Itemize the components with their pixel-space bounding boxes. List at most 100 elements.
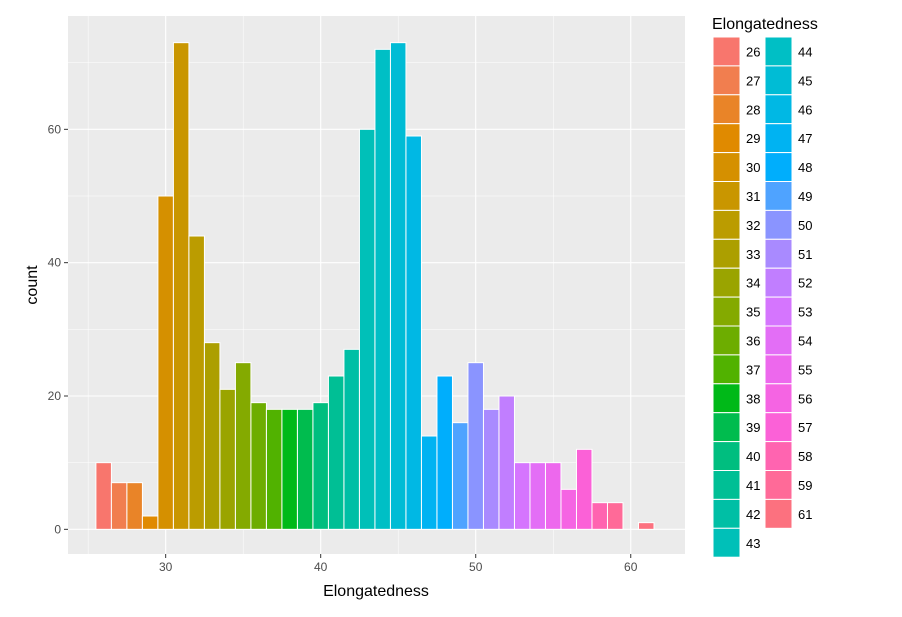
- legend-key-33: [712, 238, 741, 269]
- legend-key-38: [712, 383, 741, 414]
- bar-36: [250, 402, 267, 530]
- legend-label-49: 49: [798, 189, 812, 204]
- legend-label-57: 57: [798, 420, 812, 435]
- bar-58: [591, 502, 608, 530]
- bar-52: [498, 395, 515, 530]
- bar-27: [110, 482, 128, 530]
- bar-28: [126, 482, 143, 530]
- legend-key-35: [712, 296, 741, 327]
- legend-title: Elongatedness: [712, 16, 818, 33]
- legend-label-27: 27: [746, 73, 760, 88]
- legend-label-56: 56: [798, 391, 812, 406]
- bar-42: [343, 348, 360, 530]
- legend-key-55: [764, 354, 793, 385]
- legend-label-53: 53: [798, 305, 812, 320]
- legend-key-48: [764, 152, 793, 183]
- legend-key-51: [764, 238, 793, 269]
- legend: Elongatedness 26 27 28 29 30 31 32 33 34 35 36 37 38…: [712, 16, 818, 558]
- legend-label-40: 40: [746, 449, 760, 464]
- bar-34: [219, 388, 236, 530]
- legend-label-36: 36: [746, 333, 760, 348]
- legend-key-45: [764, 65, 793, 96]
- bar-31: [172, 42, 190, 530]
- legend-key-46: [764, 94, 793, 125]
- legend-label-45: 45: [798, 73, 812, 88]
- legend-label-44: 44: [798, 44, 812, 59]
- bar-57: [575, 448, 593, 530]
- legend-label-31: 31: [746, 189, 760, 204]
- bar-61: [637, 522, 655, 530]
- histogram-bars: [95, 42, 655, 530]
- legend-key-42: [712, 498, 741, 529]
- x-tick-label: 40: [314, 560, 328, 574]
- legend-label-48: 48: [798, 160, 812, 175]
- bar-51: [482, 408, 500, 530]
- legend-label-33: 33: [746, 247, 760, 262]
- bar-49: [451, 422, 469, 530]
- legend-label-47: 47: [798, 131, 812, 146]
- legend-label-61: 61: [798, 507, 812, 522]
- legend-label-28: 28: [746, 102, 760, 117]
- legend-key-29: [712, 123, 741, 154]
- x-tick-label: 60: [624, 560, 638, 574]
- legend-label-26: 26: [746, 44, 760, 59]
- bar-54: [529, 462, 546, 530]
- bar-56: [560, 488, 577, 530]
- bar-41: [327, 375, 345, 530]
- legend-label-59: 59: [798, 478, 812, 493]
- legend-key-27: [712, 65, 741, 96]
- y-tick-label: 0: [54, 522, 61, 536]
- legend-label-34: 34: [746, 276, 760, 291]
- x-tick-label: 50: [469, 560, 483, 574]
- legend-key-57: [764, 412, 793, 443]
- x-tick-label: 30: [159, 560, 173, 574]
- legend-label-46: 46: [798, 102, 812, 117]
- legend-key-54: [764, 325, 793, 356]
- bar-39: [296, 408, 314, 530]
- bar-55: [544, 462, 562, 530]
- legend-key-59: [764, 470, 793, 500]
- y-tick-label: 40: [48, 256, 62, 270]
- x-axis-title: Elongatedness: [323, 583, 429, 600]
- y-tick-label: 20: [48, 389, 62, 403]
- legend-key-37: [712, 354, 741, 385]
- bar-53: [513, 462, 531, 530]
- legend-key-26: [712, 36, 741, 67]
- bar-43: [358, 128, 376, 530]
- legend-key-41: [712, 470, 741, 500]
- legend-key-30: [712, 152, 741, 183]
- bar-37: [265, 408, 283, 530]
- legend-label-43: 43: [746, 536, 760, 551]
- legend-key-28: [712, 94, 741, 125]
- bar-35: [234, 362, 252, 530]
- bar-30: [157, 195, 174, 530]
- legend-key-61: [764, 498, 793, 529]
- legend-label-29: 29: [746, 131, 760, 146]
- bar-44: [374, 48, 391, 530]
- legend-label-51: 51: [798, 247, 812, 262]
- legend-label-41: 41: [746, 478, 760, 493]
- bar-38: [281, 408, 298, 530]
- legend-key-36: [712, 325, 741, 356]
- legend-label-37: 37: [746, 362, 760, 377]
- legend-key-50: [764, 209, 793, 240]
- bar-47: [420, 435, 438, 530]
- legend-key-56: [764, 383, 793, 414]
- legend-label-55: 55: [798, 362, 812, 377]
- legend-label-30: 30: [746, 160, 760, 175]
- bar-46: [405, 135, 422, 530]
- y-axis-title: count: [24, 265, 41, 305]
- legend-label-58: 58: [798, 449, 812, 464]
- legend-keys: 26 27 28 29 30 31 32 33 34 35 36 37 38 39 40 41 42 43 44 45…: [712, 36, 812, 558]
- legend-key-31: [712, 181, 741, 211]
- legend-key-47: [764, 123, 793, 154]
- legend-label-39: 39: [746, 420, 760, 435]
- bar-40: [312, 402, 329, 530]
- y-tick-label: 60: [48, 122, 62, 136]
- bar-33: [203, 342, 221, 530]
- legend-key-44: [764, 36, 793, 67]
- legend-key-34: [712, 267, 741, 298]
- legend-key-53: [764, 296, 793, 327]
- legend-label-54: 54: [798, 333, 812, 348]
